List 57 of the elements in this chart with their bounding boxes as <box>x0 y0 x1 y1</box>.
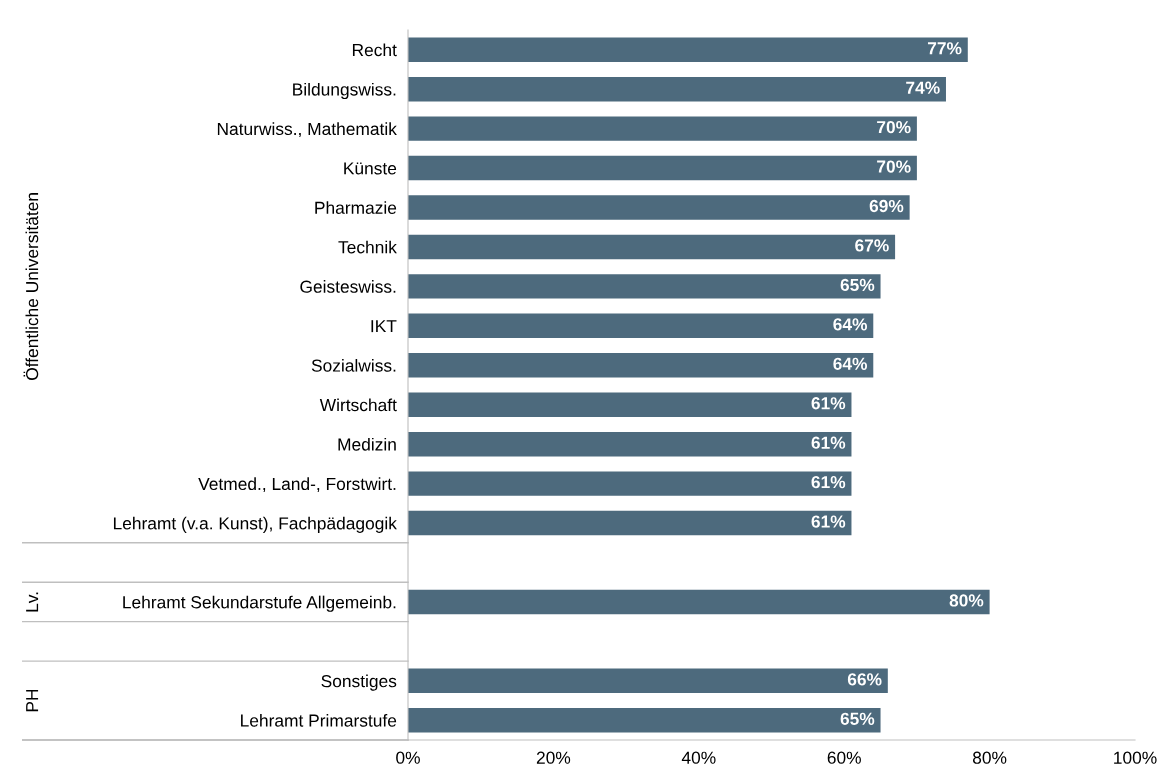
data-label: 61% <box>811 515 846 528</box>
data-label: 61% <box>811 397 846 410</box>
x-tick-label: 40% <box>681 751 716 764</box>
bar <box>408 274 881 299</box>
y-tick-label: Lehramt Primarstufe <box>241 713 397 727</box>
bar <box>408 708 881 733</box>
data-label: 65% <box>840 712 875 725</box>
y-tick-label: Lehramt (v.a. Kunst), Fachpädagogik <box>113 516 397 533</box>
y-tick-label: IKT <box>371 320 397 333</box>
y-tick-label: Recht <box>352 43 397 57</box>
y-tick-label: Lehramt Sekundarstufe Allgemeinb. <box>123 595 396 612</box>
x-tick-label: 100% <box>1114 751 1157 764</box>
y-tick-label: Geisteswiss. <box>300 280 396 293</box>
data-label: 70% <box>877 160 911 173</box>
data-label: 69% <box>869 199 904 213</box>
bar <box>408 37 968 62</box>
y-tick-label: Sonstiges <box>321 674 397 691</box>
y-tick-label: Bildungswiss. <box>293 82 396 100</box>
data-label: 67% <box>855 239 889 252</box>
bar <box>408 195 910 220</box>
text: PH <box>26 689 39 712</box>
data-label: 61% <box>811 475 846 489</box>
y-tick-label: Wirtschaft <box>319 398 397 412</box>
data-label: 77% <box>927 42 962 55</box>
data-label: 80% <box>949 594 984 607</box>
data-label: 66% <box>847 673 882 686</box>
bar <box>408 234 896 260</box>
bar <box>408 353 874 378</box>
bar <box>408 76 946 102</box>
bar <box>408 392 852 417</box>
bar <box>408 313 874 339</box>
data-label: 61% <box>811 436 846 449</box>
y-tick-label: Naturwiss., Mathematik <box>217 122 397 138</box>
x-tick-label: 20% <box>536 751 571 764</box>
text: Lv. <box>26 592 39 612</box>
y-tick-label: Künste <box>344 162 397 175</box>
bar <box>408 116 917 141</box>
bar <box>408 510 852 536</box>
data-label: 65% <box>840 278 875 292</box>
data-label: 70% <box>877 120 911 134</box>
x-tick-label: 0% <box>396 751 420 764</box>
text: Öffentliche Universitäten <box>23 193 39 380</box>
y-tick-label: Pharmazie <box>315 201 397 214</box>
bar <box>408 589 990 615</box>
x-tick-label: 60% <box>827 751 861 764</box>
bar <box>408 471 852 496</box>
data-label: 74% <box>906 81 940 94</box>
y-tick-label: Medizin <box>338 437 396 451</box>
bar <box>408 155 917 181</box>
data-label: 64% <box>833 318 868 331</box>
y-tick-label: Vetmed., Land-, Forstwirt. <box>198 477 396 493</box>
y-tick-label: Sozialwiss. <box>311 358 396 372</box>
data-label: 64% <box>833 357 868 370</box>
bar <box>408 668 888 694</box>
bar <box>408 431 852 457</box>
x-tick-label: 80% <box>972 751 1007 764</box>
y-tick-label: Technik <box>338 240 397 254</box>
